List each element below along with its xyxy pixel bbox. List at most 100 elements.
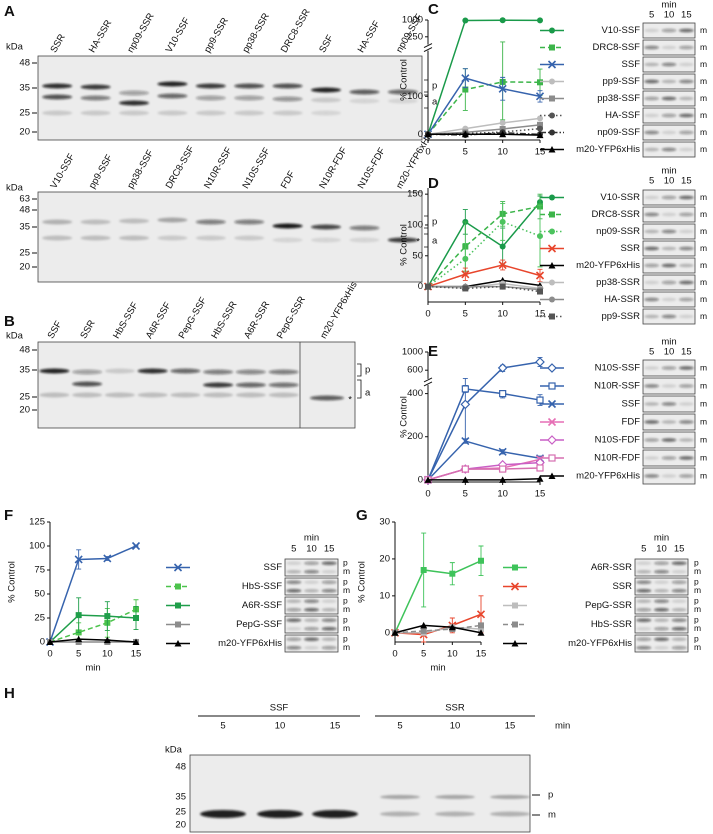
data-point (420, 627, 427, 634)
band-label: p (365, 365, 370, 376)
panel-letter: A (4, 3, 15, 20)
gel-band (311, 237, 341, 243)
gel-band (286, 580, 302, 584)
band-label: m (700, 294, 707, 304)
legend-marker (512, 621, 518, 628)
legend-marker (547, 60, 557, 69)
band-label: m (700, 76, 707, 86)
gel-band (490, 795, 530, 799)
y-tick-label: 1000 (402, 15, 423, 26)
gel-band (286, 561, 302, 565)
gel-band (661, 246, 677, 251)
data-point (536, 464, 544, 472)
legend-marker (549, 313, 555, 320)
band-label: m (700, 380, 707, 390)
gel-band (42, 94, 73, 100)
gel-band (311, 224, 341, 230)
legend-label: N10R-SSF (594, 381, 640, 392)
gel-band (490, 811, 530, 817)
gel-band (195, 110, 226, 116)
legend-label: N10S-FDF (595, 435, 641, 446)
gel-band (321, 637, 337, 641)
series-line (427, 264, 541, 288)
strip-unit: min (304, 533, 319, 544)
band-label: m (694, 566, 701, 576)
gel-band (678, 366, 694, 370)
gel-band (42, 83, 73, 89)
gel-band (195, 235, 226, 241)
axis-break-mark (423, 43, 433, 53)
x-tick-label: 10 (447, 649, 458, 660)
legend-label: A6R-SSR (591, 562, 632, 573)
legend-marker (548, 146, 556, 153)
gel-band (661, 96, 677, 101)
gel-band (661, 195, 677, 200)
data-point (499, 476, 507, 483)
legend-marker (549, 228, 555, 235)
gel-band (321, 646, 337, 650)
band-star: * (416, 237, 420, 248)
legend-marker (547, 417, 557, 427)
gel-band (678, 246, 694, 251)
legend-label: SSF (264, 562, 283, 573)
data-point (424, 130, 432, 138)
y-tick-label: 125 (29, 517, 45, 528)
gel-band (321, 589, 337, 593)
x-tick-label: 5 (463, 489, 468, 500)
band-label: m (700, 243, 707, 253)
x-axis-label: min (85, 663, 100, 674)
x-tick-label: 15 (535, 489, 546, 500)
kda-label: kDa (6, 331, 24, 342)
gel-band (653, 561, 670, 565)
gel-band (644, 130, 660, 135)
legend-label: HbS-SSF (242, 581, 282, 592)
gel-band (435, 795, 475, 799)
gel-band (72, 392, 103, 398)
series-line (428, 133, 541, 136)
gel-band (119, 110, 149, 116)
gel-band (678, 280, 694, 285)
y-tick-label: 0 (385, 627, 390, 638)
band-label: p (343, 558, 348, 568)
gel-band (661, 79, 677, 84)
band-label: p (343, 596, 348, 606)
gel-band (678, 384, 694, 388)
lane-label: 15 (330, 721, 341, 732)
y-tick-label: 20 (379, 553, 390, 564)
gel-band (80, 110, 111, 116)
gel-band (644, 402, 660, 406)
data-point (535, 357, 545, 367)
data-point (536, 131, 544, 139)
legend-marker (511, 640, 519, 647)
gel-band (137, 392, 168, 398)
strip-lane: 10 (306, 544, 317, 555)
legend-label: PepG-SSR (585, 600, 632, 611)
kda-marker: 48 (19, 205, 30, 216)
band-label: p (548, 790, 553, 801)
gel-band (272, 83, 303, 89)
kda-label: kDa (6, 183, 24, 194)
legend-label: V10-SSR (600, 192, 640, 203)
x-axis-label: min (430, 663, 445, 674)
kda-marker: 35 (175, 792, 186, 803)
band-label: m (343, 623, 350, 633)
lane-label: 10 (275, 721, 286, 732)
y-tick-label: 150 (407, 189, 423, 200)
panel-letter: H (4, 685, 15, 702)
gel-band (678, 147, 694, 152)
legend-label: N10R-FDF (594, 453, 640, 464)
gel-band (678, 212, 694, 217)
kda-label: kDa (6, 42, 24, 53)
gel-band (671, 608, 687, 612)
gel-band (268, 369, 299, 375)
gel-band (349, 237, 380, 243)
legend-label: SSR (612, 581, 632, 592)
gel-band (653, 570, 670, 574)
band-label: m (700, 260, 707, 270)
gel-band (678, 96, 694, 101)
band-label: p (694, 577, 699, 587)
legend-marker (549, 129, 555, 136)
gel-band (257, 810, 303, 818)
data-point (537, 115, 543, 122)
data-point (462, 255, 469, 262)
